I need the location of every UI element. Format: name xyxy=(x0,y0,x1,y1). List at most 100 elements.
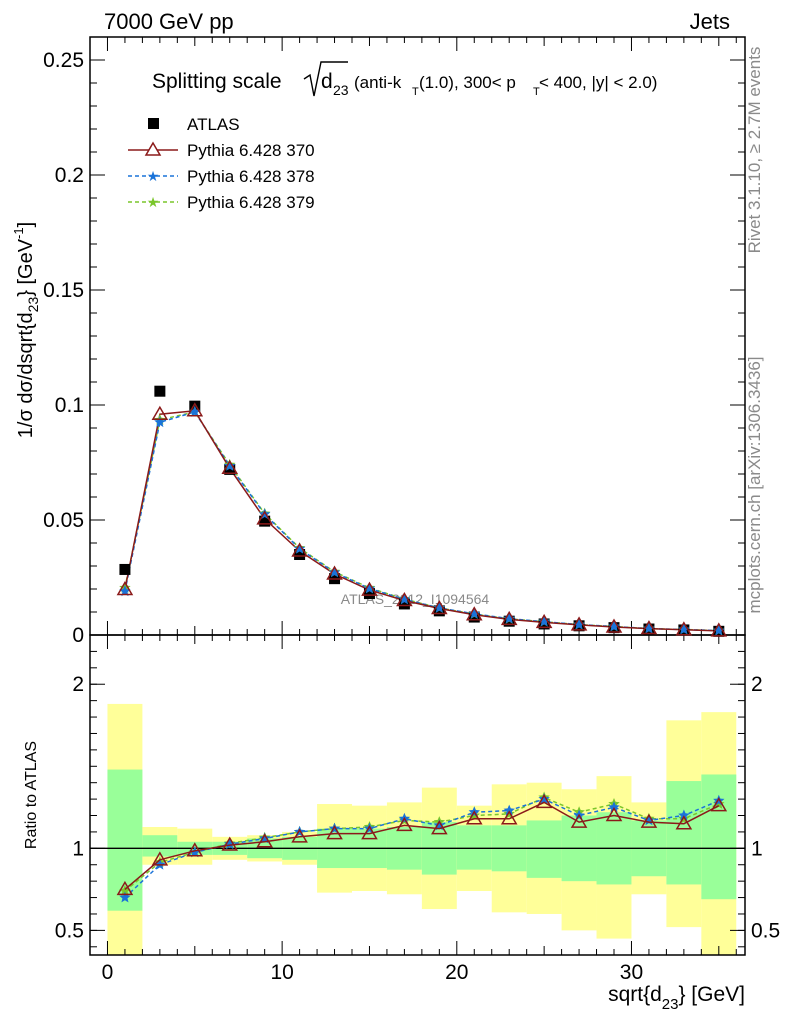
chart-title: Splitting scale d 23 (anti-k T (1.0), 30… xyxy=(152,61,657,98)
ratio-triangle-marker xyxy=(151,851,169,866)
stat-uncertainty-band xyxy=(701,774,737,900)
series-triangle-marker xyxy=(710,622,728,637)
ratio-triangle-marker xyxy=(186,842,204,857)
title-qualifier-end: < 400, |y| < 2.0) xyxy=(539,73,657,92)
title-qualifier-sub: T xyxy=(412,86,419,98)
ratio-triangle-marker xyxy=(500,810,518,825)
ratio-triangle-marker xyxy=(221,836,239,851)
ratio-triangle-marker xyxy=(256,833,273,848)
ratio-series-line xyxy=(124,796,720,892)
x-tick-label: 0 xyxy=(102,961,114,984)
y-tick-label: 0.15 xyxy=(43,279,84,302)
mcplots-reference-text: mcplots.cern.ch [arXiv:1306.3436] xyxy=(745,356,764,613)
main-panel-frame: 0 0.05 0.1 0.15 0.2 0.25 xyxy=(43,36,746,647)
ratio-triangle-marker xyxy=(291,828,308,843)
ratio-triangle-marker xyxy=(361,825,378,840)
header-left: 7000 GeV pp xyxy=(104,9,234,34)
svg-text:sqrt{d23} [GeV]: sqrt{d23} [GeV] xyxy=(608,983,745,1013)
ratio-triangle-marker xyxy=(396,816,413,832)
title-qualifier-sub2: T xyxy=(533,86,540,98)
series-triangle-marker xyxy=(186,402,204,417)
legend-item-pythia-370: Pythia 6.428 370 xyxy=(128,141,315,160)
series-triangle-marker xyxy=(570,616,588,631)
ratio-star-marker xyxy=(224,838,236,850)
series-star-marker xyxy=(713,624,725,636)
legend-label: Pythia 6.428 379 xyxy=(187,193,315,212)
ratio-y-axis-label: Ratio to ATLAS xyxy=(23,741,40,849)
ratio-panel-frame: 0 10 20 30 0.5 0.5 1 1 2 2 xyxy=(55,634,780,984)
atlas-data-point xyxy=(154,385,166,397)
series-triangle-marker xyxy=(221,459,239,474)
x-tick-label: 20 xyxy=(445,961,468,984)
series-triangle-marker xyxy=(291,542,308,557)
atlas-data-point xyxy=(468,611,480,623)
atlas-data-point xyxy=(433,605,445,617)
series-star-marker xyxy=(189,405,201,417)
series-triangle-marker xyxy=(465,606,483,621)
ratio-series-line xyxy=(124,801,720,890)
ratio-triangle-marker xyxy=(535,793,553,809)
ratio-triangle-marker xyxy=(116,880,134,896)
main-series-layer xyxy=(116,385,728,637)
stat-uncertainty-band xyxy=(526,820,562,878)
y-tick-label: 0 xyxy=(72,624,84,647)
ratio-triangle-marker xyxy=(605,807,623,822)
ratio-triangle-marker xyxy=(326,825,343,840)
title-sqrt-sub: 23 xyxy=(333,82,349,98)
legend: ATLAS Pythia 6.428 370 ★ Pythia 6.428 37… xyxy=(128,115,315,212)
legend-label: Pythia 6.428 370 xyxy=(187,141,315,160)
series-star-marker xyxy=(224,460,236,471)
series-star-marker xyxy=(573,618,585,630)
title-prefix: Splitting scale xyxy=(152,70,282,93)
main-y-axis-label: 1/σ dσ/dsqrt{d23} [GeV-1] xyxy=(11,222,41,438)
ratio-y-tick-label: 2 xyxy=(72,673,84,696)
atlas-data-point xyxy=(294,549,306,560)
ratio-y-tick-label-right: 1 xyxy=(751,837,763,860)
series-star-marker xyxy=(538,615,550,627)
series-triangle-marker xyxy=(361,581,378,596)
ratio-y-tick-label-right: 0.5 xyxy=(751,919,780,942)
x-tick-label: 30 xyxy=(620,961,643,984)
atlas-data-point xyxy=(363,588,375,600)
series-triangle-marker xyxy=(396,592,413,607)
x-tick-label: 10 xyxy=(270,961,293,984)
y-tick-label: 0.05 xyxy=(43,509,84,532)
ratio-triangle-marker xyxy=(465,810,483,825)
series-triangle-marker xyxy=(151,405,169,420)
series-star-marker xyxy=(503,612,515,624)
series-triangle-marker xyxy=(605,618,623,633)
series-star-marker xyxy=(608,620,620,632)
series-star-marker xyxy=(363,582,376,594)
ratio-star-marker xyxy=(608,801,620,813)
svg-text:1/σ dσ/dsqrt{d23} [GeV-1]: 1/σ dσ/dsqrt{d23} [GeV-1] xyxy=(11,222,41,438)
y-tick-label: 0.2 xyxy=(55,164,84,187)
ratio-star-marker xyxy=(678,809,690,821)
series-star-marker xyxy=(468,607,480,619)
legend-label: Pythia 6.428 378 xyxy=(187,167,315,186)
legend-marker-star: ★ xyxy=(147,195,160,211)
legend-item-atlas: ATLAS xyxy=(148,115,240,134)
ratio-series-layer xyxy=(116,791,728,903)
y-tick-label: 0.25 xyxy=(43,49,84,72)
atlas-data-point xyxy=(224,463,236,475)
ratio-star-marker xyxy=(713,798,725,809)
title-sqrt-body: d xyxy=(321,70,333,93)
series-star-marker xyxy=(398,593,411,605)
ratio-triangle-marker xyxy=(431,820,448,835)
ratio-star-marker xyxy=(119,891,131,903)
series-line-1 xyxy=(124,410,719,632)
series-star-marker xyxy=(293,542,306,554)
ratio-y-tick-label: 0.5 xyxy=(55,919,84,942)
y-tick-label: 0.1 xyxy=(55,394,84,417)
rivet-version-text: Rivet 3.1.10, ≥ 2.7M events xyxy=(745,47,764,254)
legend-item-pythia-379: ★ Pythia 6.428 379 xyxy=(128,193,315,212)
atlas-data-point xyxy=(119,563,131,575)
series-triangle-marker xyxy=(500,610,518,626)
series-triangle-marker xyxy=(640,620,658,635)
ratio-frame-box xyxy=(89,634,746,956)
ratio-y-tick-label: 1 xyxy=(72,837,84,860)
sqrt-symbol xyxy=(303,61,348,97)
series-star-marker xyxy=(328,566,341,578)
series-star-marker xyxy=(643,622,655,634)
ratio-y-tick-label-right: 2 xyxy=(751,673,763,696)
